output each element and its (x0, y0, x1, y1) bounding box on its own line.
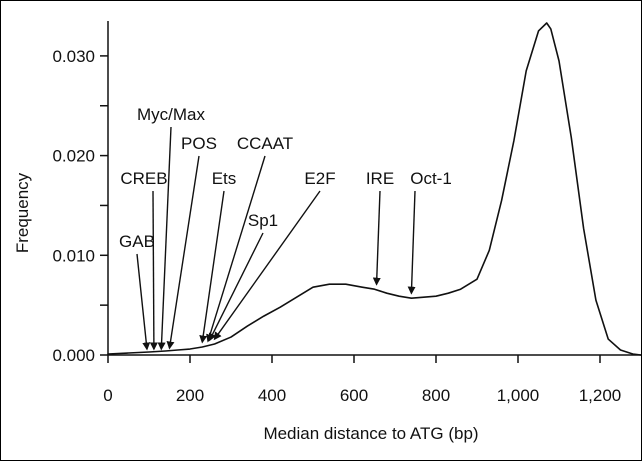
annotation-arrow (206, 155, 266, 343)
x-tick-label: 0 (103, 386, 112, 405)
annotation-label: POS (181, 134, 217, 153)
x-tick-label: 1,000 (497, 386, 540, 405)
annotation-arrow (208, 232, 264, 342)
x-tick-label: 600 (340, 386, 368, 405)
annotation-label: E2F (304, 169, 335, 188)
annotation-label: GAB (119, 232, 155, 251)
y-axis-title: Frequency (13, 172, 32, 253)
annotation-arrow (213, 190, 321, 341)
y-tick-label: 0.010 (52, 246, 95, 265)
annotation-label: CREB (120, 169, 167, 188)
annotation-arrow (157, 126, 172, 351)
annotation-label: Ets (212, 169, 237, 188)
y-tick-label: 0.000 (52, 346, 95, 365)
annotation-arrow (149, 190, 158, 351)
y-tick-label: 0.020 (52, 147, 95, 166)
frequency-series-line (107, 22, 641, 356)
annotation-arrow (136, 253, 151, 351)
annotation-label: Sp1 (248, 211, 278, 230)
x-tick-label: 1,200 (579, 386, 622, 405)
annotation-arrow (166, 155, 200, 350)
annotation-label: Oct-1 (410, 169, 452, 188)
annotation-label: CCAAT (237, 134, 293, 153)
x-tick-label: 800 (422, 386, 450, 405)
annotation-arrow (372, 190, 381, 286)
annotation-arrow (199, 190, 225, 344)
y-tick-label: 0.030 (52, 47, 95, 66)
axes-group: 0.000 0.010 0.020 0.030 0 200 400 600 800 1,000 1,… (52, 21, 641, 405)
x-tick-label: 200 (176, 386, 204, 405)
annotation-label: Myc/Max (137, 105, 206, 124)
x-axis-title: Median distance to ATG (bp) (263, 424, 478, 443)
annotation-arrow (407, 190, 416, 295)
x-tick-label: 400 (258, 386, 286, 405)
annotation-label: IRE (366, 169, 394, 188)
